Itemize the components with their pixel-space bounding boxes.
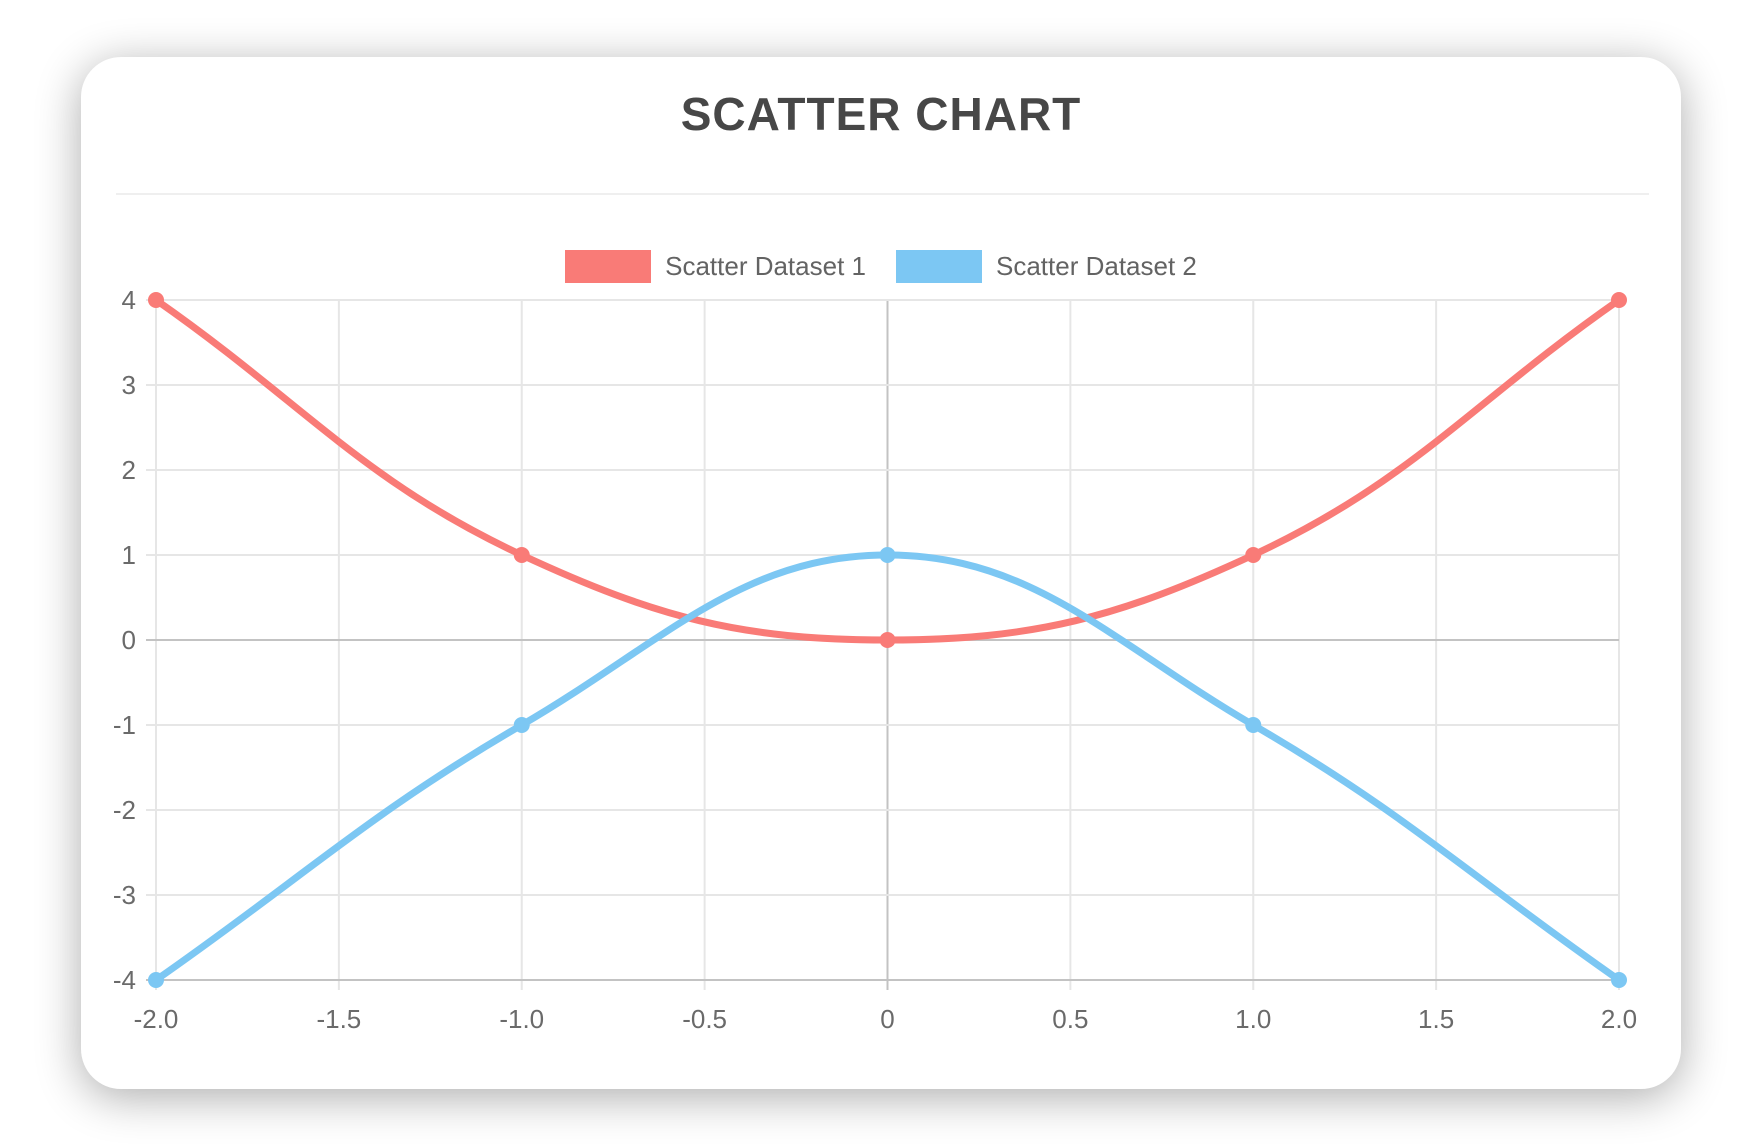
legend-swatch-dataset-2 [896, 250, 982, 283]
legend-swatch-dataset-1 [565, 250, 652, 283]
data-point-dataset-2[interactable] [879, 547, 896, 563]
data-point-dataset-1[interactable] [513, 547, 530, 563]
x-axis-tick-label: -0.5 [682, 1004, 727, 1034]
legend-item-dataset-1[interactable]: Scatter Dataset 1 [565, 250, 866, 283]
y-axis-tick-label: 4 [122, 285, 136, 315]
legend-item-dataset-2[interactable]: Scatter Dataset 2 [896, 250, 1197, 283]
legend-label-dataset-2: Scatter Dataset 2 [996, 251, 1197, 281]
x-axis-tick-label: 0.5 [1052, 1004, 1088, 1034]
y-axis-tick-label: -1 [113, 710, 136, 740]
data-point-dataset-2[interactable] [1611, 972, 1627, 988]
data-point-dataset-1[interactable] [1611, 292, 1627, 308]
chart-title: SCATTER CHART [680, 88, 1082, 140]
y-axis-tick-label: -4 [113, 965, 136, 995]
x-axis-tick-label: 1.5 [1418, 1004, 1454, 1034]
x-axis-tick-label: -1.0 [499, 1004, 544, 1034]
x-axis-tick-label: 0 [880, 1004, 894, 1034]
data-point-dataset-2[interactable] [513, 717, 530, 733]
y-axis-tick-label: 0 [122, 625, 136, 655]
data-point-dataset-2[interactable] [148, 972, 164, 988]
chart-card: SCATTER CHART Scatter Dataset 1 Scatter … [81, 57, 1681, 1089]
x-axis-tick-label: 2.0 [1601, 1004, 1637, 1034]
legend: Scatter Dataset 1 Scatter Dataset 2 [81, 250, 1681, 283]
title-divider [116, 193, 1649, 195]
scatter-plot: -2.0 -1.5 -1.0 -0.5 0 0.5 1.0 1.5 2.0 4 3 2 1 0 -1 -2 -3… [113, 285, 1637, 1034]
x-axis-tick-label: 1.0 [1235, 1004, 1271, 1034]
data-point-dataset-1[interactable] [1245, 547, 1262, 563]
data-point-dataset-1[interactable] [148, 292, 164, 308]
y-axis-tick-label: 2 [122, 455, 136, 485]
y-axis-tick-label: -2 [113, 795, 136, 825]
data-point-dataset-1[interactable] [879, 632, 896, 648]
y-axis-tick-label: 1 [122, 540, 136, 570]
y-axis-tick-label: 3 [122, 370, 136, 400]
legend-label-dataset-1: Scatter Dataset 1 [665, 251, 866, 281]
y-axis-tick-label: -3 [113, 880, 136, 910]
x-axis-tick-label: -1.5 [316, 1004, 361, 1034]
x-axis-tick-label: -2.0 [134, 1004, 179, 1034]
data-point-dataset-2[interactable] [1245, 717, 1262, 733]
